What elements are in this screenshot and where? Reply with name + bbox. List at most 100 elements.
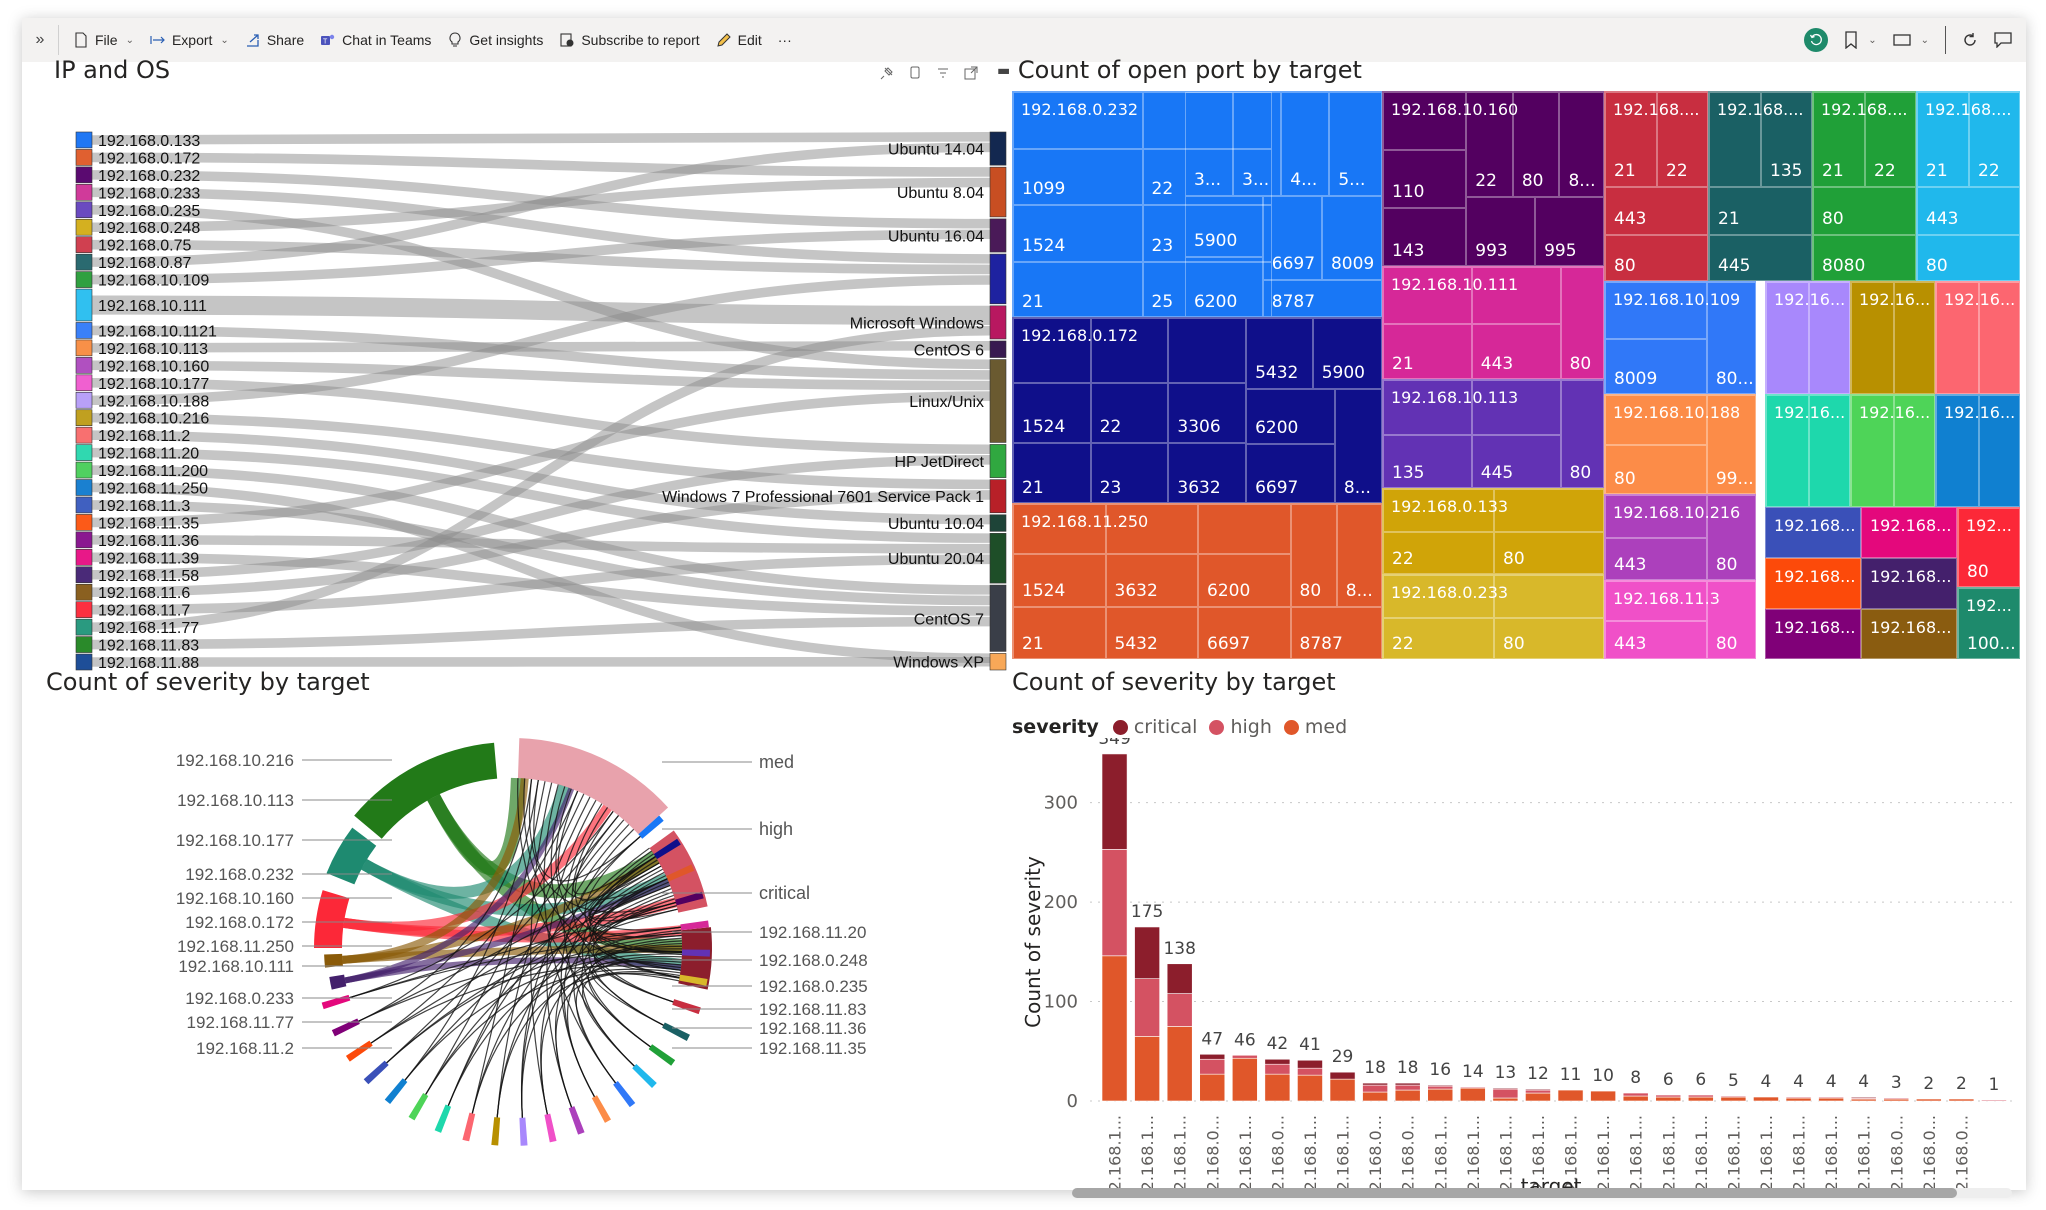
- treemap-port-cell[interactable]: [1168, 318, 1247, 384]
- treemap-port-cell[interactable]: 80: [1494, 532, 1603, 573]
- treemap-port-cell[interactable]: 8009: [1321, 195, 1381, 280]
- treemap-group[interactable]: 1099 22 1524 23 21 25 3... 3... 4... 5... 5900 6200…: [1012, 91, 1382, 317]
- treemap-port-cell[interactable]: [1851, 282, 1894, 393]
- bar-segment-high[interactable]: [1459, 1086, 1486, 1089]
- sankey-source-node[interactable]: [75, 218, 93, 236]
- treemap-port-cell[interactable]: [1471, 380, 1561, 435]
- treemap-port-cell[interactable]: [1383, 489, 1494, 532]
- treemap-port-cell[interactable]: 99...: [1706, 395, 1755, 493]
- sankey-source-node[interactable]: [75, 357, 93, 374]
- bar-segment-high[interactable]: [1818, 1096, 1844, 1099]
- chord-target-arc[interactable]: [648, 1044, 676, 1066]
- bar-segment-critical[interactable]: [1199, 1053, 1226, 1060]
- treemap-group[interactable]: 21 22 443 80 192.168....: [1916, 91, 2020, 281]
- treemap-group[interactable]: 80 192...: [1957, 507, 2020, 587]
- treemap-group[interactable]: 22 80 192.168.0.133: [1382, 488, 1604, 574]
- chord-target-arc[interactable]: [591, 1095, 611, 1123]
- sankey-source-node[interactable]: [75, 149, 93, 166]
- chord-target-arc[interactable]: [331, 1018, 360, 1037]
- sankey-source-node[interactable]: [75, 288, 93, 322]
- bar-segment-critical[interactable]: [1525, 1088, 1551, 1091]
- chord-ribbon[interactable]: [593, 929, 682, 1003]
- chord-target-arc[interactable]: [674, 891, 704, 906]
- chord-target-arc[interactable]: [662, 1022, 690, 1041]
- bookmark-button[interactable]: ⌄: [1844, 31, 1877, 49]
- treemap-port-cell[interactable]: 100...: [1958, 588, 2019, 658]
- treemap-port-cell[interactable]: 443: [1471, 323, 1561, 378]
- treemap-port-cell[interactable]: [1893, 282, 1934, 393]
- copy-icon[interactable]: [908, 66, 922, 80]
- sankey-source-node[interactable]: [75, 391, 93, 409]
- sankey-target-node[interactable]: [989, 514, 1007, 532]
- treemap-group[interactable]: 443 80 192.168.11.3: [1604, 580, 1756, 659]
- bar-segment-high[interactable]: [1297, 1067, 1323, 1076]
- treemap-port-cell[interactable]: 22: [1142, 148, 1272, 205]
- expand-pane-button[interactable]: »: [22, 25, 59, 55]
- chord-ribbon[interactable]: [575, 960, 682, 1084]
- horizontal-scrollbar[interactable]: [1072, 1188, 2012, 1198]
- bar-segment-med[interactable]: [1329, 1078, 1356, 1102]
- treemap-port-cell[interactable]: 3...: [1233, 92, 1282, 196]
- sankey-source-node[interactable]: [75, 531, 93, 549]
- treemap-port-cell[interactable]: [1013, 318, 1091, 384]
- treemap-port-cell[interactable]: 8787: [1262, 279, 1381, 316]
- chord-ribbon[interactable]: [546, 799, 597, 1108]
- sankey-source-node[interactable]: [75, 253, 93, 271]
- filter-icon[interactable]: [936, 66, 950, 80]
- sankey-target-node[interactable]: [989, 359, 1007, 443]
- chord-target-arc[interactable]: [324, 953, 343, 968]
- sankey-target-node[interactable]: [989, 584, 1007, 652]
- bar-segment-critical[interactable]: [1297, 1059, 1323, 1069]
- treemap-port-cell[interactable]: 80: [1560, 380, 1603, 487]
- sankey-target-node[interactable]: [989, 218, 1007, 253]
- treemap-port-cell[interactable]: 21: [1709, 187, 1811, 235]
- bar-segment-med[interactable]: [1655, 1096, 1682, 1102]
- sankey-link[interactable]: [91, 170, 991, 229]
- sankey-link[interactable]: [91, 465, 991, 595]
- treemap-group[interactable]: 192.168...: [1765, 609, 1861, 659]
- treemap-port-cell[interactable]: [1978, 282, 2019, 393]
- sankey-source-node[interactable]: [75, 601, 93, 618]
- chord-ribbon[interactable]: [540, 958, 682, 1115]
- treemap-port-cell[interactable]: [1494, 489, 1603, 532]
- treemap-port-cell[interactable]: 21: [1013, 261, 1143, 316]
- treemap-port-cell[interactable]: 445: [1709, 234, 1811, 280]
- sankey-link[interactable]: [91, 482, 991, 663]
- sankey-source-node[interactable]: [75, 618, 93, 636]
- treemap-port-cell[interactable]: [1605, 581, 1707, 621]
- bar-segment-high[interactable]: [1394, 1084, 1421, 1091]
- sankey-target-node[interactable]: [989, 253, 1007, 305]
- treemap-port-cell[interactable]: [1383, 575, 1494, 618]
- chord-target-arc[interactable]: [672, 999, 701, 1015]
- treemap-port-cell[interactable]: 23: [1090, 442, 1169, 502]
- sankey-link[interactable]: [91, 325, 991, 632]
- legend-label[interactable]: med: [1304, 716, 1348, 738]
- treemap-port-cell[interactable]: [1851, 395, 1894, 506]
- treemap-port-cell[interactable]: 5432: [1105, 606, 1198, 658]
- bar-segment-high[interactable]: [1199, 1058, 1226, 1075]
- chord-ribbon[interactable]: [404, 953, 682, 1081]
- treemap-port-cell[interactable]: 80: [1605, 445, 1707, 493]
- sankey-link[interactable]: [91, 152, 991, 177]
- treemap-port-cell[interactable]: 5432: [1246, 318, 1313, 389]
- chord-ribbon[interactable]: [589, 856, 682, 938]
- sankey-link[interactable]: [91, 187, 991, 264]
- chord-ribbon[interactable]: [447, 937, 682, 1106]
- bar-segment-high[interactable]: [1655, 1094, 1682, 1098]
- treemap-group[interactable]: 192.168...: [1861, 507, 1957, 558]
- sankey-target-node[interactable]: [989, 653, 1007, 671]
- treemap-port-cell[interactable]: [1090, 318, 1169, 384]
- bar-segment-high[interactable]: [1492, 1088, 1519, 1099]
- treemap-port-cell[interactable]: 22: [1969, 92, 2019, 187]
- treemap-port-cell[interactable]: [1383, 92, 1467, 150]
- sankey-link[interactable]: [91, 447, 991, 543]
- bar-segment-critical[interactable]: [1134, 926, 1160, 979]
- sankey-source-node[interactable]: [75, 374, 93, 392]
- treemap-port-cell[interactable]: [1142, 92, 1272, 149]
- treemap-port-cell[interactable]: [1013, 504, 1106, 554]
- sankey-target-node[interactable]: [989, 444, 1007, 478]
- chord-target-arc[interactable]: [613, 1081, 636, 1108]
- treemap-port-cell[interactable]: 443: [1605, 538, 1707, 579]
- chord-ribbon[interactable]: [594, 901, 682, 953]
- treemap-port-cell[interactable]: 22: [1466, 92, 1513, 197]
